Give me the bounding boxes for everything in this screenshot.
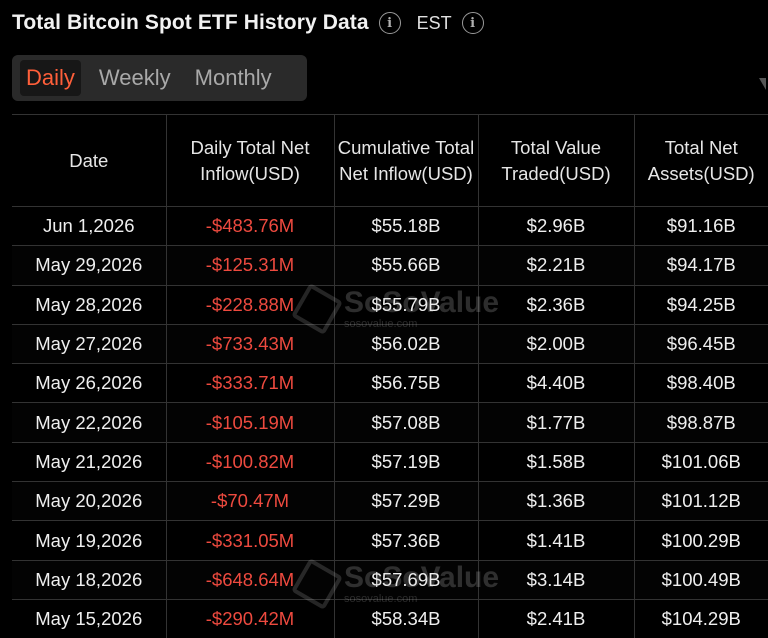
table-row[interactable]: May 19,2026 -$331.05M $57.36B $1.41B $100.29…	[12, 520, 768, 561]
cell-date: May 29,2026	[12, 245, 167, 286]
cell-total-net-assets: $96.45B	[633, 323, 768, 365]
page-header: Total Bitcoin Spot ETF History Data i ES…	[12, 8, 484, 38]
cell-total-net-assets: $94.17B	[633, 245, 768, 286]
table-row[interactable]: Jun 1,2026 -$483.76M $55.18B $2.96B $91.16B	[12, 205, 768, 247]
cell-daily-net-inflow: -$733.43M	[165, 323, 335, 365]
table-row[interactable]: May 22,2026 -$105.19M $57.08B $1.77B $98.87B	[12, 402, 768, 443]
cell-daily-net-inflow: -$331.05M	[165, 520, 335, 561]
cell-date: May 18,2026	[12, 559, 167, 600]
cell-total-net-assets: $91.16B	[633, 205, 768, 247]
table-row[interactable]: May 21,2026 -$100.82M $57.19B $1.58B $101.06…	[12, 441, 768, 483]
cell-total-net-assets: $100.49B	[633, 559, 768, 600]
cell-total-value-traded: $1.36B	[477, 481, 635, 522]
cell-total-value-traded: $1.41B	[477, 520, 635, 561]
table-header-row: Date Daily Total Net Inflow(USD) Cumulat…	[12, 114, 768, 207]
cell-total-net-assets: $98.40B	[633, 363, 768, 404]
cell-daily-net-inflow: -$105.19M	[165, 402, 335, 443]
cell-cumulative-net-inflow: $56.75B	[333, 363, 479, 404]
table-row[interactable]: May 18,2026 -$648.64M $57.69B $3.14B $100.49…	[12, 559, 768, 600]
cell-total-net-assets: $101.12B	[633, 481, 768, 522]
cell-total-value-traded: $4.40B	[477, 363, 635, 404]
cell-date: May 26,2026	[12, 363, 167, 404]
page-title: Total Bitcoin Spot ETF History Data	[12, 11, 369, 34]
cell-daily-net-inflow: -$228.88M	[165, 284, 335, 325]
cell-cumulative-net-inflow: $57.69B	[333, 559, 479, 600]
timezone-label: EST	[416, 12, 452, 33]
cell-daily-net-inflow: -$483.76M	[165, 205, 335, 247]
period-tabs: Daily Weekly Monthly	[12, 55, 307, 101]
cell-cumulative-net-inflow: $57.36B	[333, 520, 479, 561]
table-row[interactable]: May 20,2026 -$70.47M $57.29B $1.36B $101.12B	[12, 481, 768, 522]
cell-date: Jun 1,2026	[12, 205, 167, 247]
cell-date: May 20,2026	[12, 481, 167, 522]
tab-monthly[interactable]: Monthly	[194, 65, 272, 90]
cell-total-value-traded: $1.58B	[477, 441, 635, 483]
cell-daily-net-inflow: -$290.42M	[165, 598, 335, 638]
cell-cumulative-net-inflow: $58.34B	[333, 598, 479, 638]
cell-date: May 22,2026	[12, 402, 167, 443]
cell-total-net-assets: $98.87B	[633, 402, 768, 443]
cell-total-value-traded: $2.36B	[477, 284, 635, 325]
cell-cumulative-net-inflow: $55.18B	[333, 205, 479, 247]
column-header-total-net-assets[interactable]: Total Net Assets(USD)	[633, 114, 768, 207]
cell-total-value-traded: $3.14B	[477, 559, 635, 600]
history-table-container[interactable]: Date Daily Total Net Inflow(USD) Cumulat…	[12, 114, 768, 638]
cell-date: May 27,2026	[12, 323, 167, 365]
table-row[interactable]: May 15,2026 -$290.42M $58.34B $2.41B $104.29…	[12, 598, 768, 638]
cell-date: May 15,2026	[12, 598, 167, 638]
scroll-indicator[interactable]	[756, 78, 768, 98]
cell-total-value-traded: $2.21B	[477, 245, 635, 286]
history-table: Date Daily Total Net Inflow(USD) Cumulat…	[12, 114, 768, 638]
cell-total-net-assets: $104.29B	[633, 598, 768, 638]
cell-cumulative-net-inflow: $57.08B	[333, 402, 479, 443]
info-icon[interactable]: i	[378, 12, 401, 34]
column-header-total-value-traded[interactable]: Total Value Traded(USD)	[477, 114, 635, 207]
cell-daily-net-inflow: -$333.71M	[165, 363, 335, 404]
cell-daily-net-inflow: -$648.64M	[165, 559, 335, 600]
cell-cumulative-net-inflow: $55.79B	[333, 284, 479, 325]
table-row[interactable]: May 26,2026 -$333.71M $56.75B $4.40B $98.40B	[12, 363, 768, 404]
cell-total-net-assets: $101.06B	[633, 441, 768, 483]
cell-daily-net-inflow: -$125.31M	[165, 245, 335, 286]
cell-date: May 21,2026	[12, 441, 167, 483]
column-header-date[interactable]: Date	[12, 114, 167, 207]
cell-date: May 19,2026	[12, 520, 167, 561]
tab-weekly[interactable]: Weekly	[98, 65, 171, 90]
cell-cumulative-net-inflow: $57.29B	[333, 481, 479, 522]
cell-daily-net-inflow: -$100.82M	[165, 441, 335, 483]
cell-total-value-traded: $2.96B	[477, 205, 635, 247]
cell-total-net-assets: $94.25B	[633, 284, 768, 325]
cell-total-value-traded: $2.41B	[477, 598, 635, 638]
table-row[interactable]: May 28,2026 -$228.88M $55.79B $2.36B $94.25B	[12, 284, 768, 325]
cell-total-value-traded: $1.77B	[477, 402, 635, 443]
cell-cumulative-net-inflow: $57.19B	[333, 441, 479, 483]
table-row[interactable]: May 27,2026 -$733.43M $56.02B $2.00B $96.45B	[12, 323, 768, 365]
cell-total-value-traded: $2.00B	[477, 323, 635, 365]
tab-daily[interactable]: Daily	[20, 60, 81, 96]
column-header-cumulative-net-inflow[interactable]: Cumulative Total Net Inflow(USD)	[333, 114, 479, 207]
cell-cumulative-net-inflow: $55.66B	[333, 245, 479, 286]
timezone-info-icon[interactable]: i	[461, 12, 484, 34]
cell-date: May 28,2026	[12, 284, 167, 325]
table-row[interactable]: May 29,2026 -$125.31M $55.66B $2.21B $94.17B	[12, 245, 768, 286]
cell-total-net-assets: $100.29B	[633, 520, 768, 561]
column-header-daily-net-inflow[interactable]: Daily Total Net Inflow(USD)	[165, 114, 335, 207]
cell-cumulative-net-inflow: $56.02B	[333, 323, 479, 365]
cell-daily-net-inflow: -$70.47M	[165, 481, 335, 522]
